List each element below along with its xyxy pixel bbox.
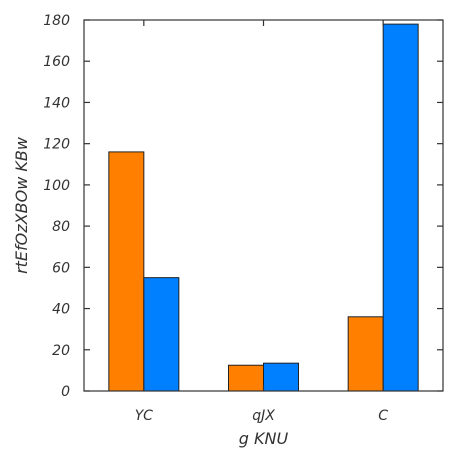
y-tick-label-140: 140 (43, 95, 70, 111)
bar-series2-qjx (263, 362, 299, 392)
bars-group (108, 23, 419, 392)
y-tick-label-60: 60 (52, 260, 70, 276)
x-axis-label: g KNU (239, 429, 289, 448)
bar-series1-c (347, 316, 384, 392)
x-tick-label-qjx: qJX (252, 408, 275, 424)
y-tick-label-20: 20 (52, 343, 70, 359)
y-tick-label-0: 0 (61, 384, 70, 400)
y-tick-label-40: 40 (52, 302, 70, 318)
bar-series1-qjx (228, 364, 264, 392)
x-tick-label-c: C (378, 408, 388, 424)
x-tick-label-yc: YC (135, 408, 153, 424)
bar-series2-yc (143, 277, 180, 392)
y-tick-label-160: 160 (43, 54, 70, 70)
y-tick-label-80: 80 (52, 219, 70, 235)
y-tick-label-180: 180 (43, 13, 70, 29)
bar-series2-c (382, 23, 419, 392)
y-tick-label-120: 120 (43, 137, 70, 153)
ticks-group: YC qJX C 0 20 40 60 80 100 120 140 160 180 (43, 13, 443, 424)
y-tick-label-100: 100 (43, 178, 70, 194)
y-axis-label: rtEfOzXBOw KBw (12, 136, 31, 274)
bar-series1-yc (108, 151, 145, 392)
